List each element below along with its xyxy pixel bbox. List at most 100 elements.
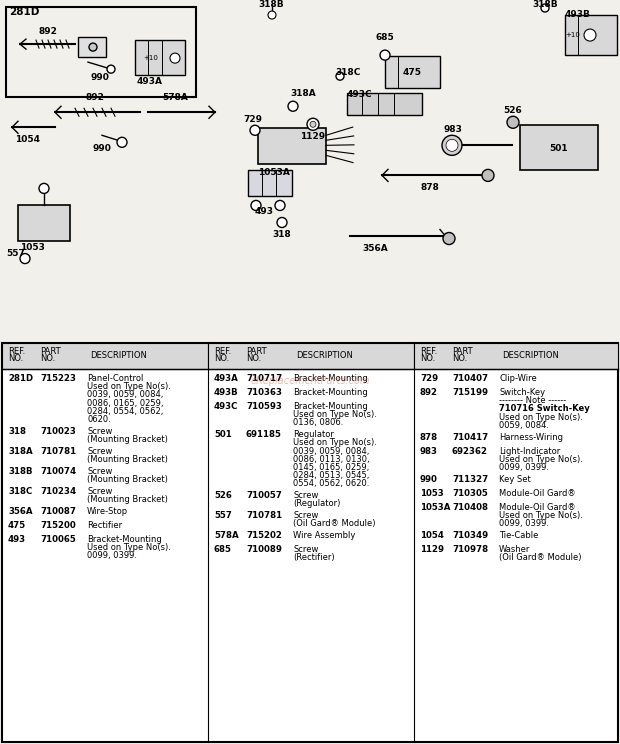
Text: 710716 Switch-Key: 710716 Switch-Key — [499, 404, 590, 414]
Circle shape — [275, 200, 285, 211]
Text: Rectifier: Rectifier — [87, 521, 122, 530]
Text: 0039, 0059, 0084,: 0039, 0059, 0084, — [87, 391, 164, 400]
Text: 710234: 710234 — [40, 487, 76, 496]
Text: 710717: 710717 — [246, 373, 282, 383]
Bar — [2, 343, 208, 369]
Text: 878: 878 — [420, 432, 438, 441]
Text: 557: 557 — [214, 511, 232, 520]
Text: NO.: NO. — [8, 354, 24, 363]
Text: 526: 526 — [214, 491, 232, 500]
Text: 892: 892 — [86, 93, 104, 102]
Text: 318: 318 — [8, 427, 26, 436]
Text: 0099, 0399.: 0099, 0399. — [499, 463, 549, 472]
Text: -------- Note ------: -------- Note ------ — [499, 396, 566, 405]
Circle shape — [288, 101, 298, 112]
Circle shape — [380, 50, 390, 60]
Bar — [347, 93, 422, 115]
Text: 501: 501 — [550, 144, 569, 153]
Text: DESCRIPTION: DESCRIPTION — [90, 351, 147, 360]
Text: 892: 892 — [420, 388, 438, 397]
Text: Screw: Screw — [293, 511, 319, 520]
Text: Clip-Wire: Clip-Wire — [499, 373, 537, 383]
Text: NO.: NO. — [420, 354, 435, 363]
Text: 990: 990 — [420, 475, 438, 484]
Text: 729: 729 — [244, 115, 262, 124]
Text: Regulator: Regulator — [293, 430, 334, 439]
Text: 0554, 0562, 0620.: 0554, 0562, 0620. — [293, 479, 370, 489]
Text: Screw: Screw — [87, 427, 112, 436]
Bar — [520, 125, 598, 170]
Circle shape — [442, 135, 462, 155]
Text: Washer: Washer — [499, 545, 530, 554]
Text: 692362: 692362 — [452, 446, 488, 455]
Text: Wire-Stop: Wire-Stop — [87, 507, 128, 516]
Text: NO.: NO. — [246, 354, 261, 363]
Circle shape — [39, 184, 49, 193]
Text: Screw: Screw — [293, 545, 319, 554]
Text: Used on Type No(s).: Used on Type No(s). — [499, 413, 583, 422]
Bar — [385, 56, 440, 89]
Text: 578A: 578A — [162, 93, 188, 102]
Text: REF.: REF. — [420, 347, 437, 356]
Text: 983: 983 — [443, 125, 463, 135]
Text: 493C: 493C — [347, 90, 373, 99]
Text: 729: 729 — [420, 373, 438, 383]
Text: 493: 493 — [8, 535, 26, 544]
Text: Wire Assembly: Wire Assembly — [293, 531, 355, 540]
Circle shape — [117, 138, 127, 147]
Circle shape — [268, 11, 276, 19]
Text: Switch-Key: Switch-Key — [499, 388, 545, 397]
Circle shape — [507, 116, 519, 128]
Text: 318: 318 — [273, 229, 291, 239]
Text: PART: PART — [40, 347, 61, 356]
Text: 711327: 711327 — [452, 475, 489, 484]
Bar — [208, 343, 414, 369]
Text: 710065: 710065 — [40, 535, 76, 544]
Text: 0145, 0165, 0259,: 0145, 0165, 0259, — [293, 463, 370, 472]
Text: Module-Oil Gard®: Module-Oil Gard® — [499, 503, 575, 512]
Text: 710593: 710593 — [246, 402, 282, 411]
Text: Used on Type No(s).: Used on Type No(s). — [499, 455, 583, 464]
Bar — [18, 205, 70, 240]
Text: Used on Type No(s).: Used on Type No(s). — [293, 438, 377, 447]
Text: 0099, 0399.: 0099, 0399. — [87, 551, 137, 560]
Text: 318B: 318B — [532, 0, 557, 9]
Text: Bracket-Mounting: Bracket-Mounting — [87, 535, 162, 544]
Text: (Rectifier): (Rectifier) — [293, 554, 335, 562]
Text: 318B: 318B — [8, 466, 32, 475]
Text: NO.: NO. — [452, 354, 467, 363]
Text: Used on Type No(s).: Used on Type No(s). — [87, 543, 171, 552]
Text: 715223: 715223 — [40, 373, 76, 383]
Text: Panel-Control: Panel-Control — [87, 373, 143, 383]
Circle shape — [446, 139, 458, 151]
Circle shape — [20, 254, 30, 263]
Text: (Oil Gard® Module): (Oil Gard® Module) — [293, 519, 376, 528]
Text: Screw: Screw — [87, 487, 112, 496]
Circle shape — [336, 72, 344, 80]
Bar — [248, 170, 292, 196]
Text: Module-Oil Gard®: Module-Oil Gard® — [499, 489, 575, 498]
Text: Used on Type No(s).: Used on Type No(s). — [87, 382, 171, 391]
Circle shape — [307, 118, 319, 130]
Text: Bracket-Mounting: Bracket-Mounting — [293, 373, 368, 383]
Text: (Mounting Bracket): (Mounting Bracket) — [87, 495, 168, 504]
Bar — [565, 15, 617, 55]
Text: 0086, 0113, 0130,: 0086, 0113, 0130, — [293, 455, 370, 464]
Text: 710408: 710408 — [452, 503, 488, 512]
Text: Light-Indicator: Light-Indicator — [499, 446, 560, 455]
Text: 1129: 1129 — [420, 545, 444, 554]
Text: PART: PART — [246, 347, 267, 356]
Text: 710089: 710089 — [246, 545, 282, 554]
Text: 493B: 493B — [214, 388, 239, 397]
Text: 493A: 493A — [137, 77, 163, 86]
Text: Key Set: Key Set — [499, 475, 531, 484]
Bar — [258, 128, 326, 164]
Text: 356A: 356A — [8, 507, 32, 516]
Text: 0136, 0806.: 0136, 0806. — [293, 418, 343, 427]
Text: 710781: 710781 — [246, 511, 282, 520]
Text: 983: 983 — [420, 446, 438, 455]
Text: NO.: NO. — [214, 354, 229, 363]
Text: REF.: REF. — [8, 347, 25, 356]
Text: 710023: 710023 — [40, 427, 76, 436]
Circle shape — [277, 217, 287, 228]
